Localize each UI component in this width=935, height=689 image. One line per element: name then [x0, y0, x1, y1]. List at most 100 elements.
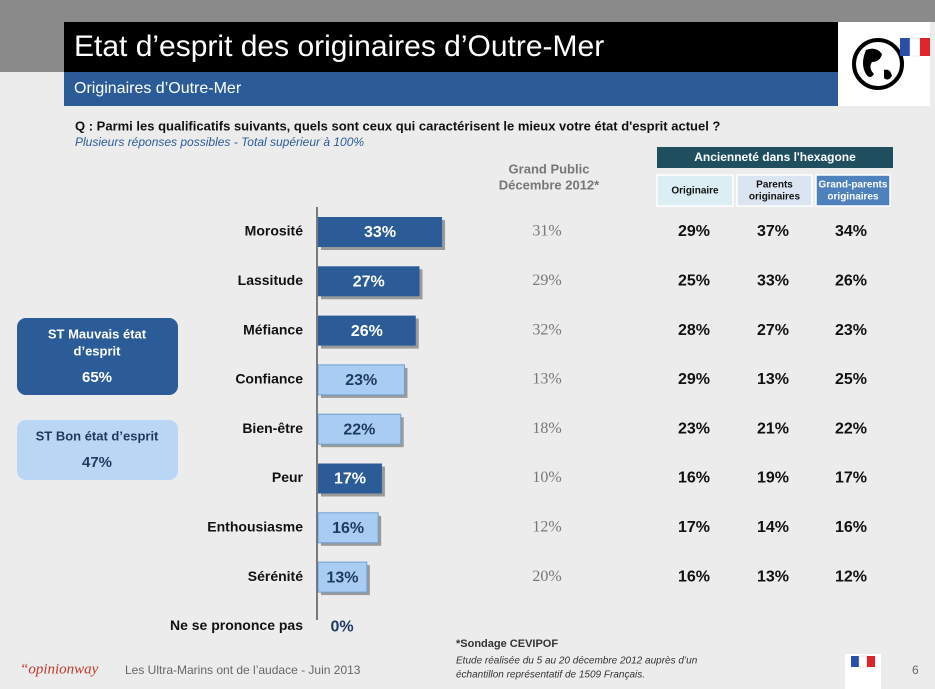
table-value: 29%	[678, 371, 710, 388]
page-number: 6	[912, 663, 919, 677]
question: Q : Parmi les qualificatifs suivants, qu…	[75, 118, 720, 133]
column-header: Parents	[756, 180, 793, 191]
summary-label: ST Mauvais état	[48, 326, 147, 341]
column-header-box	[656, 174, 734, 207]
category-label: Morosité	[245, 223, 304, 239]
category-label: Confiance	[235, 371, 303, 387]
table-value: 26%	[835, 273, 867, 290]
method: échantillon représentatif de 1509 França…	[456, 670, 645, 681]
reference-value: 32%	[532, 321, 561, 338]
flag-white	[909, 37, 921, 57]
column-header: Grand Public	[509, 161, 590, 176]
value-label: 22%	[343, 421, 375, 438]
republic-flag	[851, 656, 859, 667]
subtitle: Originaires d’Outre-Mer	[74, 80, 242, 97]
table-value: 28%	[678, 322, 710, 339]
reference-value: 18%	[532, 420, 561, 437]
globe-icon	[852, 38, 904, 90]
bar	[317, 561, 368, 593]
table-value: 16%	[678, 470, 710, 487]
summary-label: d’esprit	[74, 343, 122, 358]
table-value: 16%	[678, 568, 710, 585]
category-label: Sérénité	[248, 568, 303, 584]
republic-flag	[867, 656, 875, 667]
reference-value: 13%	[532, 371, 561, 388]
table-value: 21%	[757, 420, 789, 437]
value-label: 13%	[326, 569, 358, 586]
column-header-box	[736, 174, 813, 207]
flag-red	[920, 38, 930, 56]
value-label: 33%	[364, 224, 396, 241]
bar	[318, 315, 416, 346]
value-label: 26%	[351, 323, 383, 340]
study: Les Ultra-Marins ont de l’audace - Juin …	[125, 663, 361, 677]
method: Etude réalisée du 5 au 20 décembre 2012 …	[456, 656, 698, 667]
table-value: 17%	[678, 519, 710, 536]
column-header: originaires	[827, 192, 879, 203]
reference-value: 12%	[532, 518, 561, 535]
value-label: 0%	[330, 619, 353, 636]
category-label: Enthousiasme	[207, 519, 303, 535]
source: *Sondage CEVIPOF	[456, 638, 558, 650]
category-label: Peur	[272, 469, 304, 485]
bar	[317, 413, 402, 445]
category-label: Ne se prononce pas	[170, 617, 303, 633]
top-band-left	[0, 22, 64, 72]
title: Etat d’esprit des originaires d’Outre-Me…	[74, 30, 604, 63]
summary-box	[17, 318, 178, 395]
note: Plusieurs réponses possibles - Total sup…	[75, 135, 364, 149]
group-header-box	[657, 147, 893, 168]
table-value: 12%	[835, 568, 867, 585]
table-value: 19%	[757, 470, 789, 487]
table-value: 29%	[678, 223, 710, 240]
reference-value: 20%	[532, 568, 561, 585]
table-value: 23%	[678, 420, 710, 437]
reference-value: 31%	[532, 223, 561, 240]
bar	[318, 463, 382, 494]
top-band	[0, 0, 935, 22]
column-header: Originaire	[671, 186, 719, 197]
group-header: Ancienneté dans l'hexagone	[694, 150, 856, 164]
category-label: Lassitude	[238, 272, 304, 288]
table-value: 14%	[757, 519, 789, 536]
republic-flag	[858, 655, 868, 668]
bar	[317, 512, 379, 544]
table-value: 37%	[757, 223, 789, 240]
globe-land	[863, 48, 892, 80]
table-value: 16%	[835, 519, 867, 536]
summary-box	[17, 420, 178, 480]
flag-blue	[900, 38, 910, 56]
table-value: 23%	[835, 322, 867, 339]
reference-value: 10%	[532, 469, 561, 486]
value-label: 23%	[345, 372, 377, 389]
table-value: 25%	[835, 371, 867, 388]
table-value: 33%	[757, 273, 789, 290]
summary-label: ST Bon état d’esprit	[36, 428, 159, 443]
column-header: Décembre 2012*	[499, 177, 600, 192]
table-value: 25%	[678, 273, 710, 290]
title-bar	[64, 22, 838, 72]
bar	[318, 217, 443, 247]
bar	[317, 364, 405, 396]
column-header-box	[815, 174, 891, 207]
table-value: 34%	[835, 223, 867, 240]
table-value: 17%	[835, 470, 867, 487]
table-value: 27%	[757, 322, 789, 339]
brand: “opinionway	[20, 661, 99, 677]
value-label: 16%	[332, 520, 364, 537]
reference-value: 29%	[532, 272, 561, 289]
bar	[318, 266, 420, 297]
column-header: originaires	[749, 192, 801, 203]
column-header: Grand-parents	[819, 180, 888, 191]
summary-value: 47%	[82, 454, 112, 471]
table-value: 22%	[835, 420, 867, 437]
subtitle-bar	[64, 72, 838, 106]
category-label: Méfiance	[243, 321, 303, 337]
summary-value: 65%	[82, 369, 112, 386]
value-label: 17%	[334, 471, 366, 488]
value-label: 27%	[353, 274, 385, 291]
table-value: 13%	[757, 371, 789, 388]
